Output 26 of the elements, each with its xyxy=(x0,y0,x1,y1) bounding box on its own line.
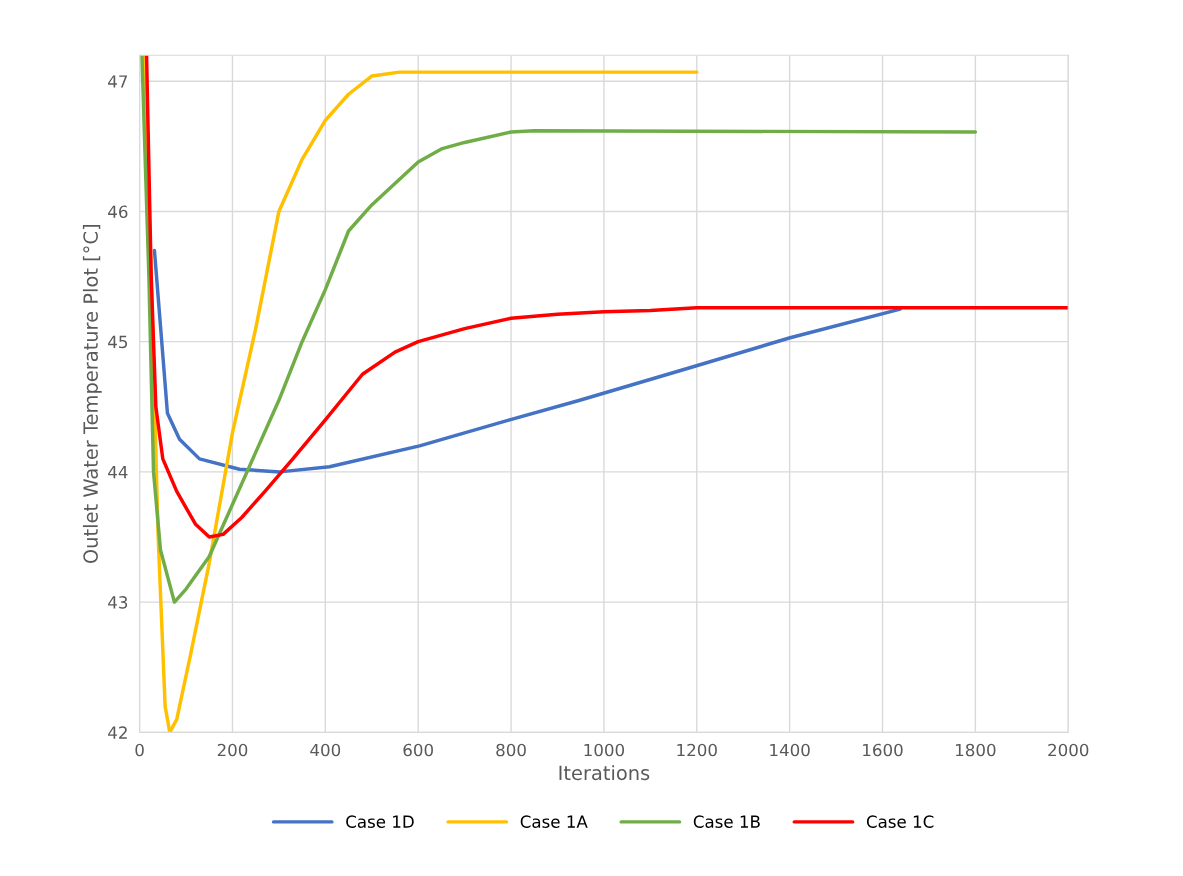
line-series xyxy=(144,55,1069,539)
y-tick-label: 47 xyxy=(108,75,128,88)
x-tick-label: 0 xyxy=(135,743,144,757)
y-tick-label: 42 xyxy=(108,726,127,739)
legend-label: Case 1D xyxy=(346,815,414,828)
x-tick-label: 200 xyxy=(217,743,248,757)
x-tick-label: 400 xyxy=(310,743,341,757)
x-tick-label: 1800 xyxy=(956,743,996,757)
legend-label: Case 1B xyxy=(693,815,760,828)
line-series xyxy=(152,248,902,474)
legend-label: Case 1C xyxy=(866,815,934,828)
x-tick-label: 800 xyxy=(496,743,526,757)
line-series xyxy=(140,55,978,604)
y-tick-label: 43 xyxy=(108,596,128,609)
x-tick-label: 600 xyxy=(403,743,433,757)
y-tick-label: 46 xyxy=(108,205,128,219)
x-tick-label: 1600 xyxy=(863,743,903,757)
legend-label: Case 1A xyxy=(520,815,588,828)
x-tick-label: 1400 xyxy=(770,743,810,757)
x-tick-label: 2000 xyxy=(1048,743,1089,757)
x-tick-label: 1200 xyxy=(677,743,717,757)
x-axis-title: Iterations xyxy=(559,765,650,781)
y-axis-title: Outlet Water Temperature Plot [°C] xyxy=(82,225,102,564)
x-tick-label: 1000 xyxy=(584,743,625,757)
y-tick-label: 45 xyxy=(108,335,128,349)
y-tick-label: 44 xyxy=(108,466,128,479)
